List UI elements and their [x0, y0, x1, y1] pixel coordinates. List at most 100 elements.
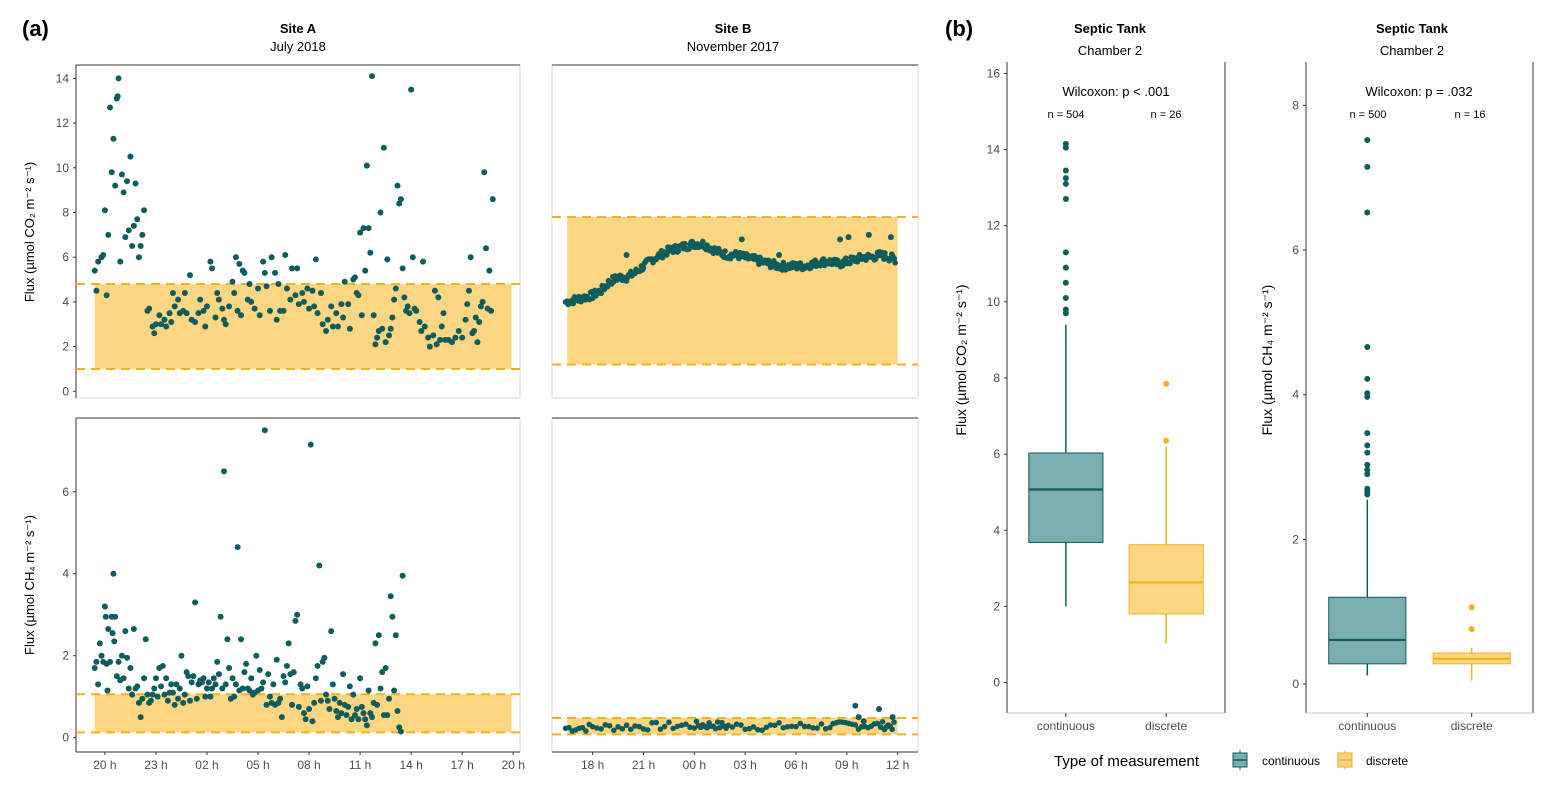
data-point: [229, 278, 236, 285]
data-point: [120, 189, 127, 196]
data-point: [168, 319, 175, 326]
data-point: [341, 278, 348, 285]
data-point: [384, 256, 391, 263]
data-point: [101, 603, 108, 610]
plot-a-siteA-ch4: 0 2 4 6 20 h 23 h 02 h 05 h 08 h 11 h 14 h 17 h 20 h: [62, 417, 525, 772]
y-tick-label: 6: [62, 485, 69, 499]
data-point: [377, 685, 384, 692]
data-point: [115, 658, 122, 665]
data-point: [130, 222, 137, 229]
data-point: [455, 327, 462, 334]
y-tick-label: 6: [993, 447, 1000, 461]
legend-key-discrete: [1337, 750, 1353, 770]
data-point: [232, 254, 239, 261]
data-point: [263, 701, 270, 708]
data-point: [268, 254, 275, 261]
data-point: [192, 319, 199, 326]
data-point: [164, 697, 171, 704]
outlier-point: [1364, 485, 1371, 492]
data-point: [675, 247, 682, 254]
data-point: [161, 691, 168, 698]
data-point: [273, 316, 280, 323]
data-point: [147, 697, 154, 704]
data-point: [277, 695, 284, 702]
x-tick-label-discrete: discrete: [1451, 719, 1493, 733]
data-point: [462, 316, 469, 323]
data-point: [289, 701, 296, 708]
data-point: [129, 243, 136, 250]
data-point: [345, 301, 352, 308]
data-point: [135, 699, 142, 706]
data-point: [169, 689, 176, 696]
data-point: [120, 675, 127, 682]
data-point: [163, 323, 170, 330]
data-point: [632, 723, 638, 729]
x-tick-label: 06 h: [784, 758, 807, 772]
data-point: [282, 679, 289, 686]
data-point: [379, 669, 386, 676]
data-point: [104, 687, 111, 694]
data-point: [278, 714, 285, 721]
data-point: [312, 256, 319, 263]
data-point: [283, 662, 290, 669]
data-point: [471, 327, 478, 334]
data-point: [186, 272, 193, 279]
data-point: [175, 695, 182, 702]
data-point: [389, 314, 396, 321]
data-point: [384, 712, 391, 719]
ylabel-b-co2: Flux (µmol CO₂ m⁻² s⁻¹): [953, 284, 969, 435]
data-point: [413, 307, 420, 314]
y-tick-label: 0: [993, 676, 1000, 690]
plot-a-siteB-co2: [551, 64, 919, 399]
y-tick-label: 4: [993, 523, 1000, 537]
box-iqr: [1328, 596, 1407, 665]
data-point: [256, 312, 263, 319]
data-point: [125, 685, 132, 692]
data-point: [210, 675, 217, 682]
x-tick-label: 12 h: [886, 758, 909, 772]
data-point: [209, 685, 216, 692]
data-point: [100, 251, 107, 258]
data-point: [426, 343, 433, 350]
data-point: [142, 636, 149, 643]
data-point: [691, 725, 698, 731]
data-point: [879, 719, 886, 725]
outlier-point: [1364, 163, 1371, 170]
data-point: [666, 719, 672, 726]
data-point: [763, 724, 770, 731]
outlier-point: [1062, 196, 1069, 203]
data-point-outlier: [887, 234, 894, 241]
x-tick-label: 08 h: [297, 758, 320, 772]
data-point: [440, 310, 447, 317]
data-point: [733, 721, 740, 728]
data-point: [700, 238, 706, 245]
data-point: [678, 722, 685, 729]
data-point: [891, 255, 898, 262]
n-label-discrete-co2: n = 26: [1151, 109, 1182, 121]
data-point: [111, 638, 118, 645]
data-point: [186, 697, 193, 704]
x-tick-label: 20 h: [502, 758, 525, 772]
data-point: [195, 310, 202, 317]
data-point: [91, 664, 98, 671]
x-tick-label: 00 h: [683, 758, 706, 772]
y-tick-label: 2: [62, 340, 69, 354]
outlier-point: [1364, 343, 1371, 350]
data-point: [192, 599, 199, 606]
data-point: [367, 249, 374, 256]
ylabel-b-ch4: Flux (µmol CH₄ m⁻² s⁻¹): [1259, 285, 1275, 436]
data-point: [311, 699, 318, 706]
data-point: [112, 613, 119, 620]
data-point: [854, 259, 861, 265]
data-point: [693, 718, 700, 725]
y-tick-label: 8: [62, 206, 69, 220]
data-point: [472, 314, 479, 321]
data-point: [130, 626, 137, 633]
data-point: [394, 182, 401, 189]
data-point: [489, 196, 496, 203]
data-point: [891, 719, 897, 725]
data-point: [583, 728, 589, 734]
data-point: [137, 714, 144, 721]
data-point: [725, 722, 732, 729]
data-point: [256, 667, 263, 674]
